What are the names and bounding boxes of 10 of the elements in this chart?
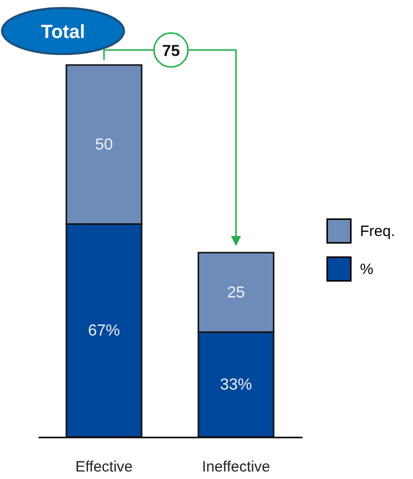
data-label: 67% (88, 322, 120, 340)
data-label: 25 (227, 284, 245, 302)
data-label: 50 (95, 136, 113, 154)
text: Total (41, 22, 85, 43)
legend-label: % (360, 261, 374, 278)
x-tick-label: Ineffective (202, 458, 270, 476)
data-label: 33% (220, 376, 252, 394)
x-tick-label: Effective (75, 458, 133, 476)
legend-label: Freq. (360, 223, 396, 240)
text: 75 (162, 43, 180, 60)
